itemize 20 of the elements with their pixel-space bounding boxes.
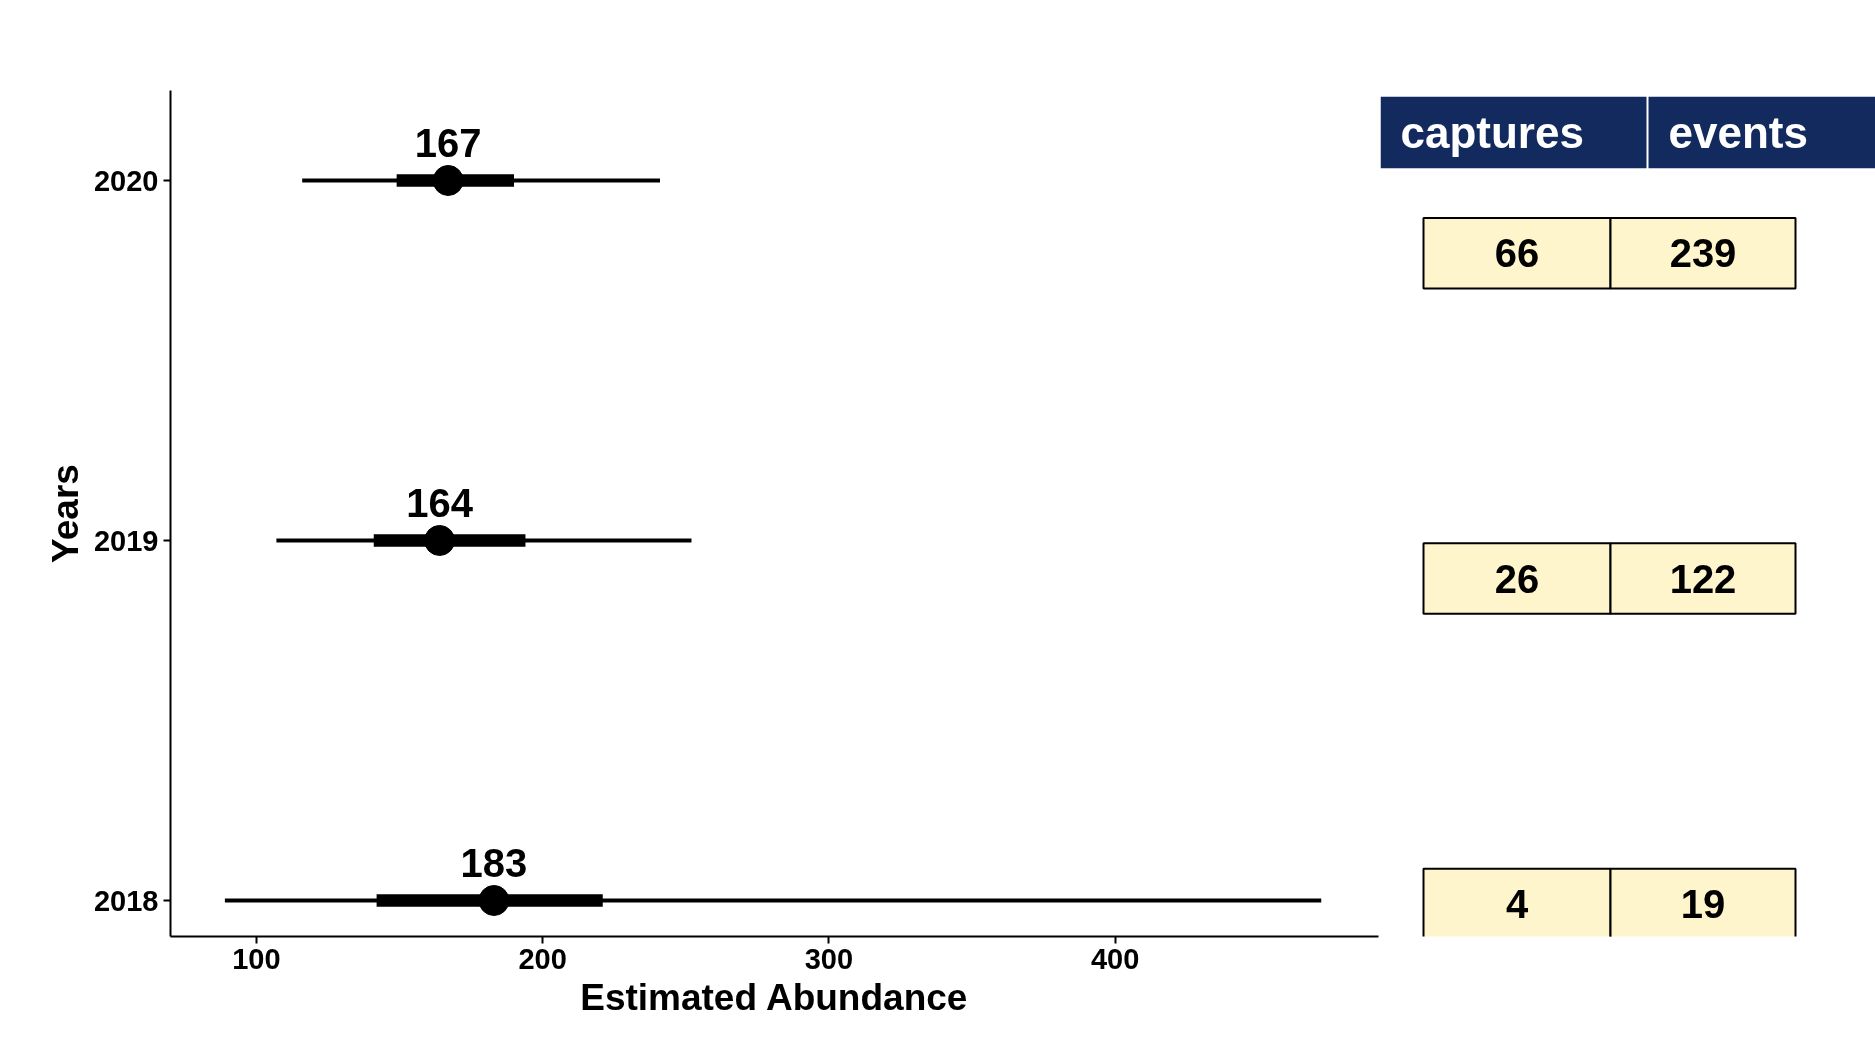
y-tick-label: 2018 [93,884,159,917]
y-tick-label: 2020 [93,164,159,197]
data-label: 19 [1680,881,1726,926]
x-tick-label: 400 [1090,942,1140,975]
data-label: 239 [1669,231,1737,276]
y-tick-label: 2019 [93,524,159,557]
data-label: 66 [1494,231,1540,276]
data-label: 167 [414,120,482,165]
data-label: 122 [1669,556,1737,601]
x-tick-label: captures [1400,108,1584,158]
x-tick-label: 300 [804,942,854,975]
x-tick-label: 200 [518,942,567,975]
x-axis-title: Estimated Abundance [580,976,968,1018]
data-label: 164 [406,480,474,525]
data-label: 26 [1494,556,1540,601]
x-tick-label: 100 [232,942,281,975]
x-tick-label: events [1668,108,1808,158]
data-label: 183 [460,840,528,885]
data-label: 4 [1505,881,1529,926]
y-axis-title: Years [44,464,86,563]
